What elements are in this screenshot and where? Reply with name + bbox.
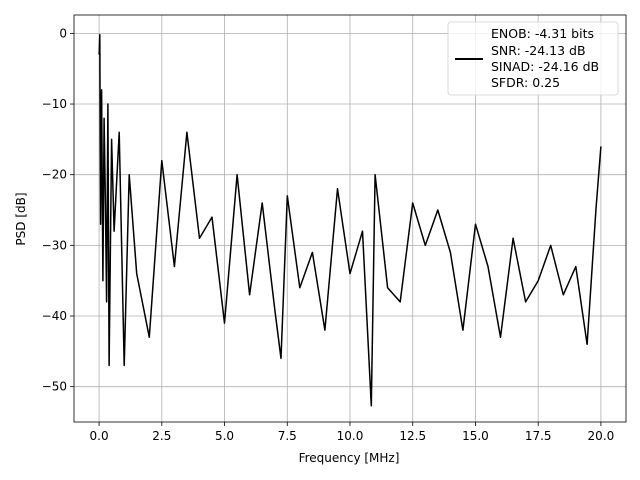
x-tick-label: 10.0 [337, 429, 364, 443]
y-ticks: 0 −10 −20 −30 −40 −50 [42, 26, 74, 394]
x-ticks: 0.0 2.5 5.0 7.5 10.0 12.5 15.0 17.5 20.0 [90, 422, 615, 443]
y-axis-label: PSD [dB] [14, 192, 28, 245]
x-tick-label: 2.5 [152, 429, 171, 443]
x-tick-label: 12.5 [399, 429, 426, 443]
y-tick-label: −20 [42, 168, 67, 182]
y-tick-label: −40 [42, 309, 67, 323]
plot-area [98, 34, 602, 407]
x-tick-label: 17.5 [525, 429, 552, 443]
psd-series-line [98, 34, 602, 407]
legend-box [447, 21, 619, 96]
y-tick-label: 0 [59, 26, 67, 40]
x-tick-label: 7.5 [278, 429, 297, 443]
legend-entry-sfdr: SFDR: 0.25 [491, 75, 560, 90]
x-tick-label: 15.0 [462, 429, 489, 443]
grid [74, 15, 626, 422]
legend-entry-sinad: SINAD: -24.16 dB [491, 59, 599, 74]
legend-entry-enob: ENOB: -4.31 bits [491, 26, 594, 41]
y-tick-label: −30 [42, 238, 67, 252]
x-tick-label: 0.0 [90, 429, 109, 443]
x-tick-label: 20.0 [588, 429, 615, 443]
x-tick-label: 5.0 [215, 429, 234, 443]
x-axis-label: Frequency [MHz] [299, 451, 400, 465]
legend: ENOB: -4.31 bits SNR: -24.13 dB SINAD: -… [447, 21, 619, 96]
y-tick-label: −10 [42, 97, 67, 111]
y-tick-label: −50 [42, 380, 67, 394]
legend-entry-snr: SNR: -24.13 dB [491, 43, 586, 58]
